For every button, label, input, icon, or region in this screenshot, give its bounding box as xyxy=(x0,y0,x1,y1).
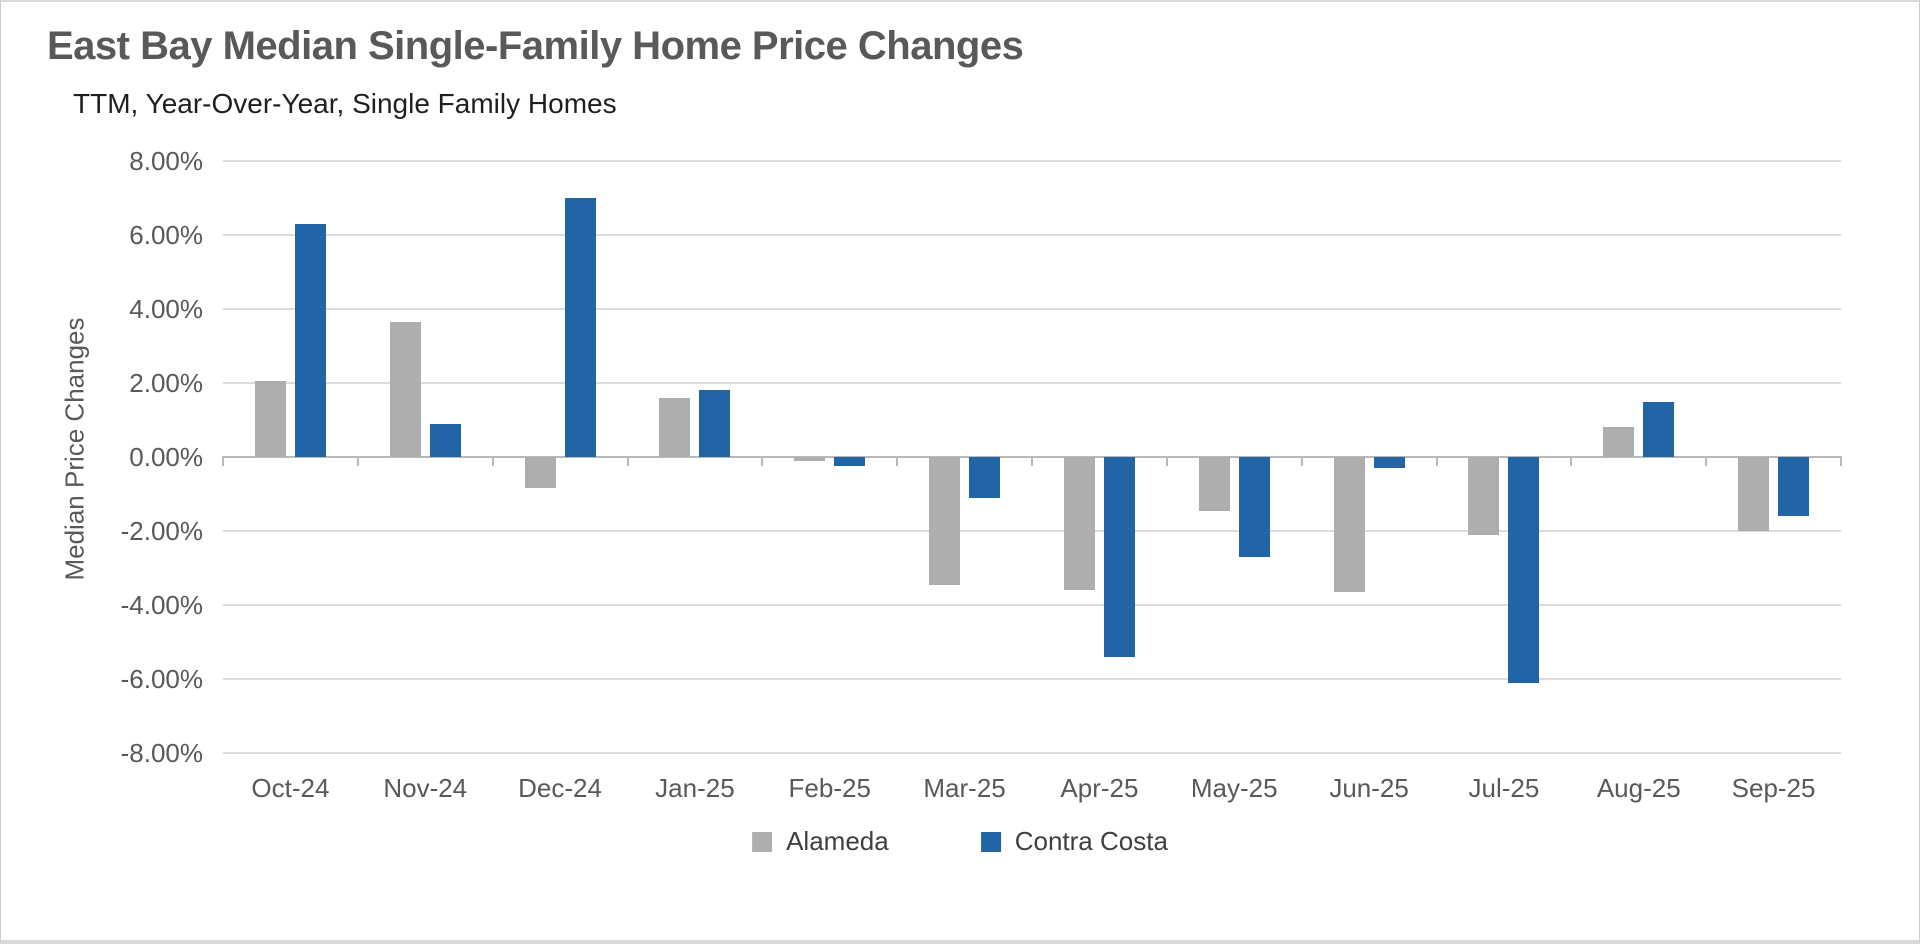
x-axis-tick xyxy=(222,456,224,466)
gridline--4.00% xyxy=(223,604,1841,606)
contra-costa-swatch-icon xyxy=(980,831,1001,852)
bar-alameda-oct-24 xyxy=(254,381,286,457)
gridline--6.00% xyxy=(223,678,1841,680)
bar-contra-costa-nov-24 xyxy=(429,423,461,457)
y-tick-label: -2.00% xyxy=(120,516,203,546)
bar-contra-costa-may-25 xyxy=(1238,457,1270,557)
x-tick-label-jun-25: Jun-25 xyxy=(1329,773,1409,803)
x-axis-tick xyxy=(761,456,764,466)
bar-contra-costa-apr-25 xyxy=(1103,457,1135,657)
bar-contra-costa-oct-24 xyxy=(294,223,326,457)
bar-contra-costa-dec-24 xyxy=(564,198,596,457)
plot-area: Oct-24 Nov-24 Dec-24 Jan-25 Feb-25 Mar-25 Apr-… xyxy=(222,160,1842,803)
x-axis-tick xyxy=(896,456,899,466)
bar-contra-costa-sep-25 xyxy=(1778,457,1810,517)
y-tick-label: 4.00% xyxy=(129,294,203,324)
x-tick-label-sep-25: Sep-25 xyxy=(1731,773,1816,803)
gridline--8.00% xyxy=(223,752,1841,754)
y-tick-label: -6.00% xyxy=(120,664,203,694)
x-tick-label-feb-25: Feb-25 xyxy=(788,773,871,803)
gridline-4.00% xyxy=(223,308,1841,310)
legend-item-contra-costa: Contra Costa xyxy=(980,826,1168,857)
bar-alameda-aug-25 xyxy=(1603,427,1635,457)
bar-alameda-jul-25 xyxy=(1468,457,1500,535)
bar-alameda-nov-24 xyxy=(389,321,421,457)
y-tick-label: 8.00% xyxy=(129,146,203,176)
bar-alameda-jan-25 xyxy=(659,397,691,457)
x-tick-label-nov-24: Nov-24 xyxy=(383,773,468,803)
x-axis-tick xyxy=(491,456,494,466)
x-axis-tick xyxy=(1165,456,1168,466)
x-tick-label-mar-25: Mar-25 xyxy=(923,773,1006,803)
legend: Alameda Contra Costa xyxy=(752,826,1168,857)
x-tick-label-aug-25: Aug-25 xyxy=(1596,773,1681,803)
x-tick-label-apr-25: Apr-25 xyxy=(1060,773,1139,803)
x-axis-tick xyxy=(1570,456,1573,466)
x-axis-tick xyxy=(1031,456,1033,466)
bar-alameda-may-25 xyxy=(1198,457,1230,511)
y-tick-label: 6.00% xyxy=(129,220,203,250)
x-axis-tick xyxy=(1840,456,1842,466)
bar-contra-costa-jan-25 xyxy=(699,390,731,457)
x-tick-label-dec-24: Dec-24 xyxy=(518,773,602,803)
x-tick-label-jan-25: Jan-25 xyxy=(655,773,735,803)
y-tick-label: -4.00% xyxy=(120,590,203,620)
legend-label-alameda: Alameda xyxy=(786,826,889,856)
y-tick-label: 2.00% xyxy=(129,368,203,398)
bar-alameda-feb-25 xyxy=(794,457,826,461)
alameda-swatch-icon xyxy=(752,831,773,852)
legend-label-contra-costa: Contra Costa xyxy=(1014,826,1168,856)
bar-contra-costa-jun-25 xyxy=(1373,457,1405,469)
legend-item-alameda: Alameda xyxy=(752,826,889,857)
x-axis-tick xyxy=(1435,456,1438,466)
bar-alameda-jun-25 xyxy=(1333,457,1365,593)
gridline-6.00% xyxy=(223,234,1841,236)
bar-contra-costa-feb-25 xyxy=(834,457,866,467)
bar-contra-costa-aug-25 xyxy=(1643,401,1675,457)
bar-alameda-sep-25 xyxy=(1738,457,1770,531)
x-axis-tick xyxy=(1300,456,1303,466)
y-tick-label: -8.00% xyxy=(120,738,203,768)
x-axis-tick xyxy=(1705,456,1708,466)
x-tick-label-jul-25: Jul-25 xyxy=(1468,773,1540,803)
gridline-8.00% xyxy=(223,160,1841,162)
bar-contra-costa-jul-25 xyxy=(1508,457,1540,683)
x-tick-label-may-25: May-25 xyxy=(1190,773,1278,803)
chart-subtitle: TTM, Year-Over-Year, Single Family Homes xyxy=(73,88,617,119)
bar-alameda-mar-25 xyxy=(929,457,961,585)
bar-alameda-dec-24 xyxy=(524,457,556,489)
chart-title: East Bay Median Single-Family Home Price… xyxy=(47,24,1024,68)
x-axis-tick xyxy=(356,456,359,466)
bar-alameda-apr-25 xyxy=(1063,457,1095,591)
x-tick-label-oct-24: Oct-24 xyxy=(251,773,330,803)
x-axis-tick xyxy=(626,456,629,466)
bar-contra-costa-mar-25 xyxy=(969,457,1001,498)
gridline--2.00% xyxy=(223,530,1841,532)
gridline-2.00% xyxy=(223,382,1841,384)
y-tick-label: 0.00% xyxy=(129,442,203,472)
